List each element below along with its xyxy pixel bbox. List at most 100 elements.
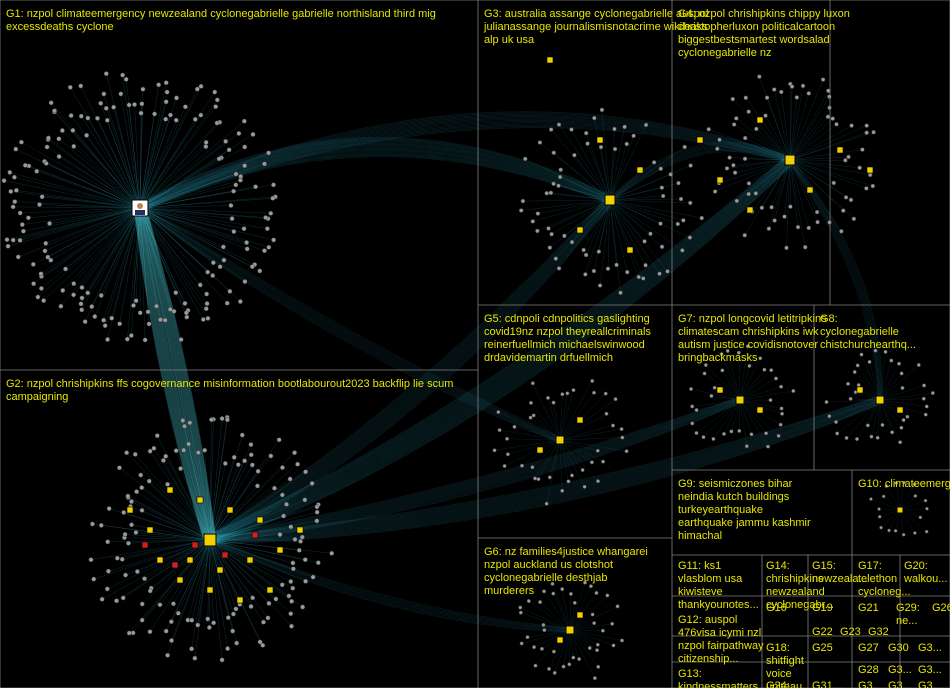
peripheral-node — [766, 445, 770, 449]
peripheral-node — [601, 460, 605, 464]
peripheral-node — [652, 160, 656, 164]
peripheral-node — [688, 201, 692, 205]
group-label-g20: G20:walkou... — [903, 560, 947, 585]
peripheral-node — [245, 247, 249, 251]
peripheral-node — [218, 265, 222, 269]
peripheral-node — [185, 315, 189, 319]
peripheral-node — [790, 85, 794, 89]
peripheral-node — [767, 227, 771, 231]
peripheral-node — [303, 557, 307, 561]
peripheral-node — [201, 317, 205, 321]
peripheral-node — [849, 198, 853, 202]
peripheral-node — [68, 85, 72, 89]
peripheral-node — [643, 239, 647, 243]
peripheral-node — [545, 502, 549, 506]
peripheral-node — [832, 181, 836, 185]
peripheral-node — [538, 141, 542, 145]
peripheral-node — [146, 310, 150, 314]
peripheral-node — [925, 405, 929, 409]
peripheral-node — [131, 303, 135, 307]
peripheral-node — [237, 131, 241, 135]
group-label-g7: G7: nzpol longcovid letitripkinsclimates… — [678, 313, 827, 364]
peripheral-node — [887, 529, 890, 532]
peripheral-node — [211, 273, 215, 277]
peripheral-node — [196, 623, 200, 627]
peripheral-node — [788, 205, 792, 209]
peripheral-node — [792, 389, 796, 393]
highlight-node — [537, 447, 543, 453]
peripheral-node — [134, 489, 138, 493]
peripheral-node — [228, 289, 232, 293]
peripheral-node — [588, 646, 592, 650]
peripheral-node — [6, 244, 10, 248]
peripheral-node — [21, 229, 25, 233]
highlight-node — [637, 167, 643, 173]
peripheral-node — [828, 106, 832, 110]
peripheral-node — [109, 316, 113, 320]
highlight-node — [207, 587, 213, 593]
peripheral-node — [104, 106, 108, 110]
peripheral-node — [599, 145, 603, 149]
peripheral-node — [174, 96, 178, 100]
peripheral-node — [267, 245, 271, 249]
peripheral-node — [549, 191, 553, 195]
peripheral-node — [606, 267, 610, 271]
peripheral-node — [498, 428, 502, 432]
peripheral-node — [182, 424, 186, 428]
peripheral-node — [864, 186, 868, 190]
peripheral-node — [49, 101, 53, 105]
peripheral-node — [106, 540, 110, 544]
peripheral-node — [596, 449, 600, 453]
peripheral-node — [129, 499, 133, 503]
peripheral-node — [125, 337, 129, 341]
peripheral-node — [127, 631, 131, 635]
peripheral-node — [747, 181, 751, 185]
peripheral-node — [263, 215, 267, 219]
group-label-g3a: G3... — [888, 664, 912, 676]
peripheral-node — [105, 337, 109, 341]
peripheral-node — [569, 128, 573, 132]
group-label-g3b: G3... — [918, 642, 942, 654]
peripheral-node — [209, 417, 213, 421]
highlight-node — [167, 487, 173, 493]
peripheral-node — [165, 90, 169, 94]
network-graph: G1: nzpol climateemergency newzealand cy… — [0, 0, 950, 688]
peripheral-node — [732, 123, 736, 127]
peripheral-node — [901, 386, 905, 390]
peripheral-node — [882, 495, 885, 498]
group-label-g5: G5: cdnpoli cdnpolitics gaslightingcovid… — [484, 313, 651, 364]
peripheral-node — [827, 414, 831, 418]
peripheral-node — [9, 189, 13, 193]
peripheral-node — [148, 589, 152, 593]
peripheral-node — [238, 178, 242, 182]
peripheral-node — [140, 102, 144, 106]
group-label-g30: G30 — [888, 642, 909, 654]
peripheral-node — [560, 489, 564, 493]
peripheral-node — [554, 257, 558, 261]
peripheral-node — [292, 451, 296, 455]
peripheral-node — [843, 158, 847, 162]
peripheral-node — [174, 118, 178, 122]
highlight-node — [557, 637, 563, 643]
peripheral-node — [69, 113, 73, 117]
peripheral-node — [616, 605, 620, 609]
peripheral-node — [269, 211, 273, 215]
group-label-g3e: G3... — [888, 680, 912, 688]
peripheral-node — [897, 362, 901, 366]
hub-node — [897, 507, 903, 513]
peripheral-node — [518, 606, 522, 610]
peripheral-node — [551, 592, 555, 596]
peripheral-node — [870, 435, 874, 439]
peripheral-node — [562, 665, 566, 669]
peripheral-node — [572, 388, 576, 392]
peripheral-node — [536, 212, 540, 216]
peripheral-node — [99, 523, 103, 527]
peripheral-node — [291, 567, 295, 571]
peripheral-node — [57, 137, 61, 141]
peripheral-node — [18, 238, 22, 242]
peripheral-node — [57, 154, 61, 158]
peripheral-node — [534, 664, 538, 668]
highlight-node — [627, 247, 633, 253]
peripheral-node — [728, 156, 732, 160]
peripheral-node — [924, 499, 927, 502]
